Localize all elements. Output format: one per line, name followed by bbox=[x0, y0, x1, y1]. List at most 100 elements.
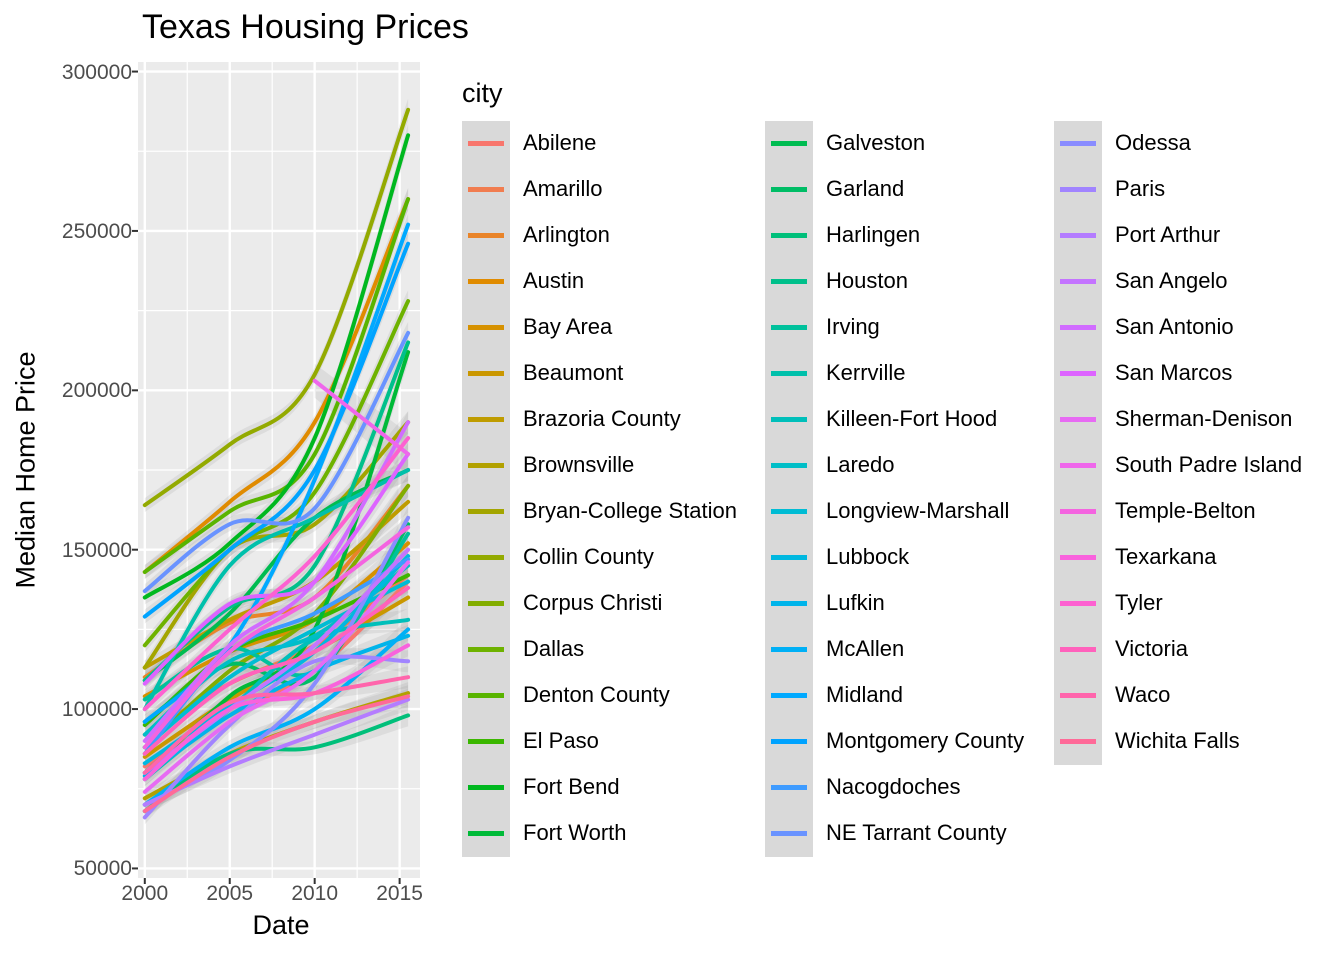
legend-key bbox=[771, 141, 807, 146]
x-tick-label: 2010 bbox=[291, 882, 339, 905]
legend-label: Kerrville bbox=[826, 360, 906, 385]
legend-key bbox=[468, 831, 504, 836]
legend-key bbox=[1060, 233, 1096, 238]
axis-ticks bbox=[132, 70, 401, 884]
legend-label: Victoria bbox=[1115, 636, 1188, 661]
legend-label: Tyler bbox=[1115, 590, 1163, 615]
legend-label: Montgomery County bbox=[826, 728, 1025, 753]
legend-key bbox=[468, 601, 504, 606]
x-tick-label: 2015 bbox=[376, 882, 423, 905]
series-line bbox=[142, 133, 411, 600]
legend-key bbox=[1060, 463, 1096, 468]
legend-label: Nacogdoches bbox=[826, 774, 961, 799]
legend-key-background bbox=[765, 121, 813, 857]
x-axis-label: Date bbox=[252, 910, 310, 940]
y-tick-label: 200000 bbox=[61, 379, 132, 403]
legend-key bbox=[771, 233, 807, 238]
confidence-band bbox=[144, 290, 409, 653]
legend-label: Temple-Belton bbox=[1115, 498, 1256, 523]
legend-key bbox=[771, 601, 807, 606]
legend-label: McAllen bbox=[826, 636, 905, 661]
legend-label: Arlington bbox=[523, 222, 610, 247]
series-line bbox=[142, 452, 411, 686]
confidence-band bbox=[144, 321, 409, 599]
legend-key bbox=[771, 279, 807, 284]
legend-key bbox=[1060, 739, 1096, 744]
legend-label: Denton County bbox=[523, 682, 670, 707]
legend-label: Abilene bbox=[523, 130, 597, 155]
series-line bbox=[142, 299, 411, 648]
legend-label: San Antonio bbox=[1115, 314, 1234, 339]
legend-key-background bbox=[1054, 121, 1102, 765]
minor-gridlines bbox=[138, 62, 420, 878]
legend-label: Port Arthur bbox=[1115, 222, 1221, 247]
series-line bbox=[142, 436, 411, 712]
legend-label: San Angelo bbox=[1115, 268, 1228, 293]
series-line bbox=[142, 560, 411, 794]
legend-key bbox=[771, 463, 807, 468]
legend-label: Texarkana bbox=[1115, 544, 1217, 569]
x-tick-label: 2000 bbox=[121, 882, 169, 905]
y-tick-label: 50000 bbox=[73, 857, 132, 881]
legend-label: Beaumont bbox=[523, 360, 624, 385]
legend-key bbox=[1060, 279, 1096, 284]
legend-label: Houston bbox=[826, 268, 908, 293]
series-lines bbox=[142, 107, 411, 820]
legend-label: NE Tarrant County bbox=[826, 820, 1007, 845]
legend-label: Fort Bend bbox=[523, 774, 620, 799]
legend-label: San Marcos bbox=[1115, 360, 1233, 385]
y-tick-label: 150000 bbox=[61, 538, 132, 562]
legend-label: Odessa bbox=[1115, 130, 1191, 155]
y-tick-label: 250000 bbox=[61, 219, 132, 243]
legend-label: Laredo bbox=[826, 452, 895, 477]
series-line bbox=[142, 675, 411, 775]
legend-key bbox=[771, 555, 807, 560]
legend-label: Austin bbox=[523, 268, 585, 293]
legend-key bbox=[771, 647, 807, 652]
confidence-band bbox=[144, 427, 409, 717]
series-line bbox=[142, 643, 411, 782]
legend-label: El Paso bbox=[523, 728, 599, 753]
legend-label: Collin County bbox=[523, 544, 654, 569]
legend-key bbox=[771, 371, 807, 376]
y-axis-label: Median Home Price bbox=[10, 351, 41, 589]
legend-key bbox=[1060, 417, 1096, 422]
legend-key bbox=[771, 187, 807, 192]
legend-label: Bryan-College Station bbox=[523, 498, 738, 523]
legend-label: South Padre Island bbox=[1115, 452, 1303, 477]
legend-key bbox=[468, 463, 504, 468]
legend-key bbox=[468, 141, 504, 146]
series-line bbox=[142, 525, 411, 750]
legend-label: Corpus Christi bbox=[523, 590, 663, 615]
y-tick-label: 300000 bbox=[61, 60, 132, 84]
legend-key bbox=[1060, 647, 1096, 652]
legend-key-background bbox=[462, 121, 510, 857]
confidence-band bbox=[144, 666, 409, 780]
confidence-band bbox=[144, 704, 409, 819]
legend-key bbox=[771, 509, 807, 514]
legend-key bbox=[771, 693, 807, 698]
legend-label: Brownsville bbox=[523, 452, 635, 477]
legend-key bbox=[468, 693, 504, 698]
x-tick-label: 2005 bbox=[206, 882, 254, 905]
legend-label: Galveston bbox=[826, 130, 926, 155]
chart-title: Texas Housing Prices bbox=[142, 8, 469, 46]
series-line bbox=[142, 330, 411, 594]
legend-key bbox=[468, 647, 504, 652]
legend-label: Midland bbox=[826, 682, 904, 707]
legend-key bbox=[771, 417, 807, 422]
legend-label: Killeen-Fort Hood bbox=[826, 406, 998, 431]
legend-label: Amarillo bbox=[523, 176, 603, 201]
legend-label: Irving bbox=[826, 314, 880, 339]
legend-key bbox=[468, 325, 504, 330]
legend-label: Fort Worth bbox=[523, 820, 627, 845]
series-line bbox=[142, 713, 411, 814]
legend-label: Brazoria County bbox=[523, 406, 681, 431]
series-line bbox=[142, 197, 411, 574]
legend-label: Wichita Falls bbox=[1115, 728, 1240, 753]
confidence-band bbox=[144, 608, 409, 787]
series-line bbox=[142, 241, 411, 619]
series-line bbox=[142, 541, 411, 699]
legend-key bbox=[1060, 601, 1096, 606]
